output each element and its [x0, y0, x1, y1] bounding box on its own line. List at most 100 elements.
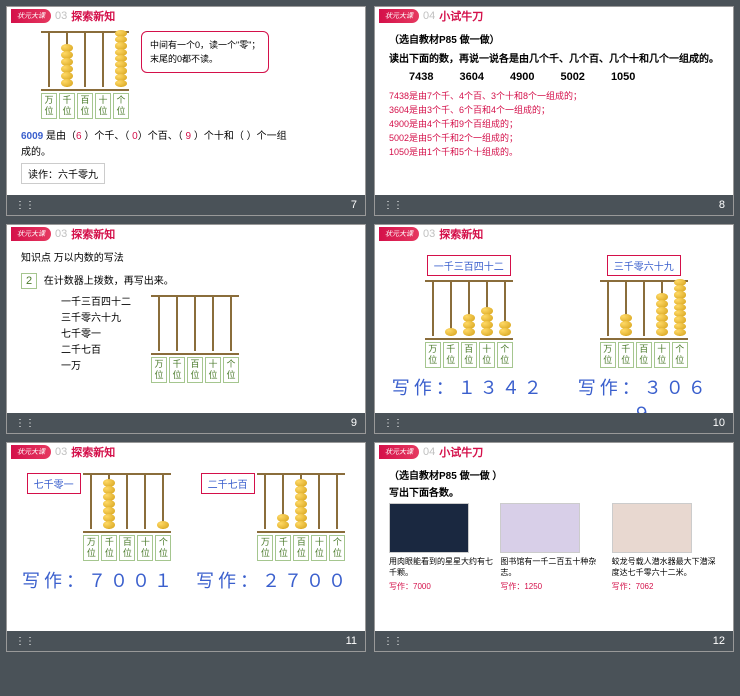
abacus-rod: [257, 473, 273, 529]
abacus-rod: [654, 280, 670, 336]
slide-header: 状元大课 03 探索新知: [375, 225, 733, 243]
place-label: 万位: [83, 535, 99, 561]
place-label: 千位: [59, 93, 75, 119]
abacus-rod: [636, 280, 652, 336]
place-label: 百位: [119, 535, 135, 561]
place-label: 万位: [151, 357, 167, 383]
abacus-rods: [83, 473, 171, 533]
slide-header: 状元大课 04 小试牛刀: [375, 7, 733, 25]
footer-dots-icon: ⋮⋮: [383, 636, 403, 647]
place-label: 十位: [479, 342, 495, 368]
place-label: 百位: [636, 342, 652, 368]
slide-footer: ⋮⋮7: [7, 195, 365, 215]
place-label: 万位: [600, 342, 616, 368]
slide-9: 状元大课 03 探索新知 知识点 万以内数的写法 2 在计数器上拨数，再写出来。…: [6, 224, 366, 434]
section-num: 03: [55, 228, 67, 240]
abacus-rod: [83, 473, 99, 529]
section-title: 探索新知: [71, 444, 115, 460]
bead: [445, 328, 457, 336]
fill-sentence: 6009 是由（6 ）个千、（ 0）个百、（ 9 ）个十和（ ）个一组 成的。: [21, 129, 351, 161]
step-number: 2: [21, 273, 37, 289]
abacus: 万位千位百位十位个位: [600, 280, 688, 368]
abacus-block-left: 七千零一 万位千位百位十位个位 写作：７００１: [22, 473, 176, 593]
list-item: 5002是由5个千和2个一组成的；: [389, 131, 719, 145]
abacus: 万位千位百位十位个位: [83, 473, 171, 561]
slide-header: 状元大课 03 探索新知: [7, 443, 365, 461]
slide-content: 一千三百四十二 万位千位百位十位个位 写作：１３４２ 三千零六十九 万位千位百位…: [375, 249, 733, 432]
abacus-block-right: 三千零六十九 万位千位百位十位个位 写作：３０６９: [569, 255, 719, 426]
list-item: 7438是由7个千、4个百、3个十和8个一组成的；: [389, 89, 719, 103]
slide-footer: ⋮⋮12: [375, 631, 733, 651]
page-number: 10: [713, 417, 725, 429]
abacus-rod: [275, 473, 291, 529]
abacus-labels: 万位千位百位十位个位: [600, 342, 688, 368]
section-title: 探索新知: [71, 226, 115, 242]
place-label: 个位: [155, 535, 171, 561]
place-label: 万位: [425, 342, 441, 368]
abacus-rod: [187, 295, 203, 351]
abacus-labels: 万位千位百位十位个位: [41, 93, 129, 119]
abacus-labels: 万位千位百位十位个位: [83, 535, 171, 561]
slide-content: （选自教材P85 做一做） 读出下面的数，再说一说各是由几个千、几个百、几个十和…: [375, 25, 733, 165]
abacus-block-left: 一千三百四十二 万位千位百位十位个位 写作：１３４２: [389, 255, 549, 426]
bead: [620, 328, 632, 336]
list-item: 1050是由1个千和5个十组成的。: [389, 145, 719, 159]
place-label: 十位: [205, 357, 221, 383]
illustration-caption: 用肉眼能看到的星星大约有七千颗。: [389, 556, 496, 578]
list-item: 1050: [611, 71, 635, 83]
logo: 状元大课: [11, 445, 51, 459]
write-label: 写作：２７００: [196, 567, 350, 593]
bead: [115, 80, 127, 87]
write-label: 写作：１３４２: [389, 374, 549, 400]
source-ref: （选自教材P85 做一做）: [389, 31, 719, 46]
page-number: 9: [351, 417, 357, 429]
abacus-title: 一千三百四十二: [427, 255, 511, 276]
list-item: 3604是由3个千、6个百和4个一组成的；: [389, 103, 719, 117]
bead: [656, 328, 668, 336]
abacus-rods: [425, 280, 513, 340]
slide-header: 状元大课 04 小试牛刀: [375, 443, 733, 461]
bead: [463, 328, 475, 336]
place-label: 十位: [311, 535, 327, 561]
bead: [481, 328, 493, 336]
logo: 状元大课: [379, 227, 419, 241]
logo: 状元大课: [11, 9, 51, 23]
bead: [295, 521, 307, 529]
bead: [499, 328, 511, 336]
answer-list: 7438是由7个千、4个百、3个十和8个一组成的；3604是由3个千、6个百和4…: [389, 89, 719, 159]
place-label: 万位: [41, 93, 57, 119]
slide-content: 万位千位百位十位个位 中间有一个0，读一个"零"； 末尾的0都不读。 6009 …: [7, 25, 365, 190]
write-answer: 写作：7000: [389, 581, 496, 593]
illustration-image: [612, 503, 692, 553]
abacus-rod: [169, 295, 185, 351]
section-num: 03: [55, 10, 67, 22]
list-item: 4900是由4个千和9个百组成的；: [389, 117, 719, 131]
list-item: 3604: [459, 71, 483, 83]
slide-11: 状元大课 03 探索新知 七千零一 万位千位百位十位个位 写作：７００１ 二千七…: [6, 442, 366, 652]
abacus-rod: [151, 295, 167, 351]
place-label: 个位: [329, 535, 345, 561]
slide-content: 七千零一 万位千位百位十位个位 写作：７００１ 二千七百 万位千位百位十位个位 …: [7, 467, 365, 599]
list-item: 一万: [61, 359, 131, 375]
abacus-rod: [497, 280, 513, 336]
list-item: 三千零六十九: [61, 311, 131, 327]
place-label: 个位: [113, 93, 129, 119]
illustration-caption: 蛟龙号载人潜水器最大下潜深度达七千零六十二米。: [612, 556, 719, 578]
slide-footer: ⋮⋮10: [375, 413, 733, 433]
slide-12: 状元大课 04 小试牛刀 （选自教材P85 做一做 ） 写出下面各数。 用肉眼能…: [374, 442, 734, 652]
abacus-rod: [155, 473, 171, 529]
section-title: 探索新知: [71, 8, 115, 24]
section-num: 04: [423, 10, 435, 22]
place-label: 万位: [257, 535, 273, 561]
prompt: 读出下面的数，再说一说各是由几个千、几个百、几个十和几个一组成的。: [389, 50, 719, 65]
slide-content: （选自教材P85 做一做 ） 写出下面各数。 用肉眼能看到的星星大约有七千颗。写…: [375, 461, 733, 599]
abacus-rod: [618, 280, 634, 336]
place-label: 个位: [223, 357, 239, 383]
slide-10: 状元大课 03 探索新知 一千三百四十二 万位千位百位十位个位 写作：１３４２ …: [374, 224, 734, 434]
slide-footer: ⋮⋮9: [7, 413, 365, 433]
place-label: 十位: [95, 93, 111, 119]
abacus-rod: [461, 280, 477, 336]
write-label: 写作：７００１: [22, 567, 176, 593]
abacus-title: 二千七百: [201, 473, 255, 494]
abacus-block-right: 二千七百 万位千位百位十位个位 写作：２７００: [196, 473, 350, 593]
